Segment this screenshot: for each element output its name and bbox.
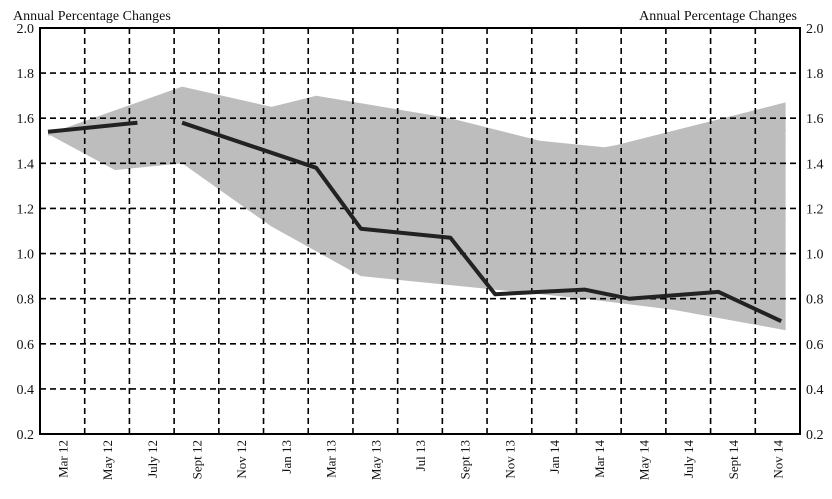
- y-tick-label-right-1: 0.4: [806, 383, 824, 398]
- forecast-fan: [48, 86, 787, 331]
- x-tick-label-5: Jan 13: [279, 440, 294, 474]
- x-tick-label-4: Nov 12: [234, 440, 249, 479]
- x-tick-label-8: Jul 13: [413, 440, 428, 471]
- y-tick-label-left-1: 0.4: [17, 383, 35, 398]
- actual-series: [47, 120, 783, 324]
- y-tick-label-right-7: 1.6: [806, 112, 824, 127]
- forecast-path-7: [181, 121, 786, 170]
- x-tick-label-15: Sept 14: [726, 440, 741, 480]
- y-tick-label-left-8: 1.8: [17, 67, 35, 82]
- x-tick-label-10: Nov 13: [502, 440, 517, 479]
- y-tick-label-left-2: 0.6: [17, 338, 35, 353]
- x-tick-label-11: Jan 14: [547, 440, 562, 474]
- x-tick-label-12: Mar 14: [592, 440, 607, 478]
- forecast-path-5: [181, 144, 786, 289]
- x-tick-label-9: Sept 13: [458, 440, 473, 479]
- y-tick-label-left-4: 1.0: [17, 248, 35, 263]
- y-tick-label-right-2: 0.6: [806, 338, 824, 353]
- y-tick-label-left-9: 2.0: [17, 22, 35, 37]
- y-tick-label-left-7: 1.6: [17, 112, 35, 127]
- x-tick-label-16: Nov 14: [771, 440, 786, 479]
- y-axis-title-left: Annual Percentage Changes: [13, 9, 171, 24]
- y-tick-label-right-0: 0.2: [806, 428, 824, 443]
- y-tick-label-left-6: 1.4: [17, 157, 35, 172]
- forecast-path-1: [48, 112, 787, 188]
- x-tick-label-6: Mar 13: [324, 440, 339, 478]
- y-tick-label-right-9: 2.0: [806, 22, 824, 37]
- x-tick-label-2: July 12: [145, 440, 160, 478]
- x-tick-label-14: July 14: [681, 440, 696, 478]
- x-axis: Mar 12 May 12 July 12 Sept 12 Nov 12 Jan 13 Ma…: [55, 440, 785, 481]
- forecast-band-area: [48, 86, 786, 331]
- y-tick-label-left-5: 1.2: [17, 202, 35, 217]
- y-tick-label-right-4: 1.0: [806, 248, 824, 263]
- y-tick-label-right-3: 0.8: [806, 293, 824, 308]
- y-axis-left: 0.2 0.4 0.6 0.8 1.0 1.2 1.4 1.6 1.8 2.0: [17, 22, 35, 443]
- x-tick-label-3: Sept 12: [189, 440, 204, 479]
- y-axis-right: 0.2 0.4 0.6 0.8 1.0 1.2 1.4 1.6 1.8 2.0: [806, 22, 824, 443]
- forecast-path-8: [181, 134, 786, 244]
- y-tick-label-right-8: 1.8: [806, 67, 824, 82]
- forecast-path-4: [181, 139, 786, 267]
- x-tick-label-13: May 14: [637, 440, 652, 481]
- y-tick-label-left-3: 0.8: [17, 293, 35, 308]
- y-tick-label-right-6: 1.4: [806, 157, 824, 172]
- x-tick-label-1: May 12: [100, 440, 115, 480]
- x-tick-label-0: Mar 12: [55, 440, 70, 478]
- y-tick-label-left-0: 0.2: [17, 428, 35, 443]
- gridlines: [40, 28, 800, 434]
- forecast-path-2: [181, 116, 786, 210]
- y-axis-title-right: Annual Percentage Changes: [639, 9, 797, 24]
- x-tick-label-7: May 13: [368, 440, 383, 480]
- actual-series-segment-2: [181, 120, 783, 324]
- actual-series-segment-1: [47, 120, 138, 134]
- plot-frame: [39, 27, 801, 435]
- y-tick-label-right-5: 1.2: [806, 202, 824, 217]
